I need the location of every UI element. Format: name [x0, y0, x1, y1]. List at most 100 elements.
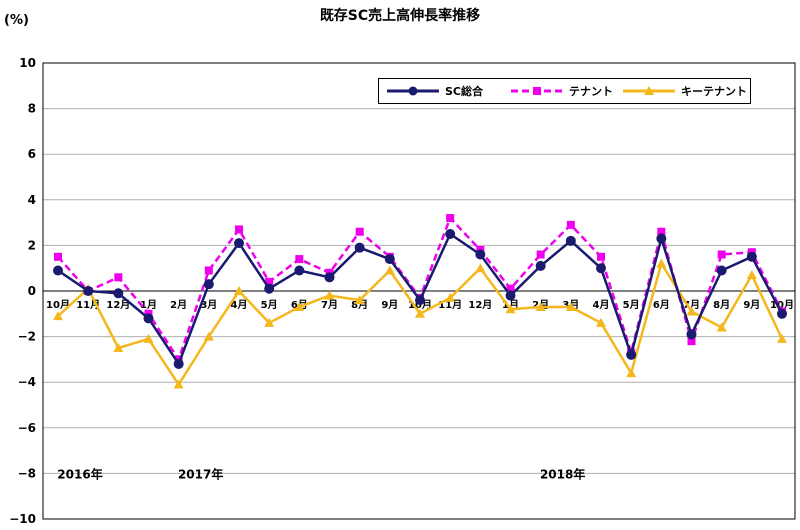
- data-point-sc-total: [415, 295, 425, 306]
- x-tick-label: 12月: [106, 299, 130, 311]
- data-point-sc-total: [626, 349, 637, 360]
- data-point-tenant: [295, 255, 304, 264]
- data-point-tenant: [54, 252, 62, 261]
- data-point-key-tenant: [173, 379, 184, 389]
- data-point-sc-total: [264, 283, 275, 294]
- data-point-key-tenant: [384, 265, 395, 275]
- data-point-sc-total: [656, 233, 667, 244]
- data-point-key-tenant: [445, 292, 456, 302]
- x-tick-label: 12月: [468, 299, 492, 311]
- x-tick-label: 8月: [351, 299, 368, 311]
- data-point-sc-total: [475, 249, 486, 260]
- data-point-key-tenant: [535, 301, 546, 311]
- data-point-key-tenant: [716, 322, 727, 332]
- data-point-key-tenant: [264, 317, 275, 327]
- x-tick-label: 8月: [713, 299, 730, 311]
- data-point-key-tenant: [475, 263, 486, 273]
- data-point-key-tenant: [354, 295, 365, 305]
- data-point-key-tenant: [53, 311, 63, 321]
- data-point-key-tenant: [565, 301, 576, 311]
- data-point-key-tenant: [324, 290, 335, 300]
- data-point-tenant: [717, 250, 726, 259]
- data-point-key-tenant: [234, 286, 244, 295]
- legend-swatch-sc-total: [387, 86, 439, 96]
- legend-label-tenant: テナント: [569, 85, 613, 98]
- data-point-sc-total: [53, 265, 63, 276]
- data-point-key-tenant: [626, 368, 637, 378]
- x-tick-label: 7月: [683, 299, 700, 311]
- y-tick-label: 4: [28, 193, 36, 207]
- data-point-sc-total: [596, 263, 606, 274]
- series-line-2: [57, 262, 784, 386]
- legend-item-sc-total: SC総合: [385, 79, 505, 103]
- data-point-tenant: [506, 284, 515, 293]
- legend-swatch-tenant: [511, 87, 563, 95]
- data-point-sc-total: [173, 358, 184, 369]
- data-point-tenant: [536, 250, 545, 259]
- data-point-tenant: [204, 266, 213, 275]
- data-point-key-tenant: [113, 343, 124, 352]
- y-tick-label: 6: [28, 147, 36, 161]
- data-point-tenant: [265, 277, 274, 286]
- data-point-sc-total: [203, 279, 214, 290]
- data-point-sc-total: [505, 290, 516, 301]
- data-point-sc-total: [716, 265, 727, 276]
- year-label: 2018年: [540, 466, 585, 481]
- x-tick-label: 5月: [623, 299, 640, 311]
- x-tick-label: 4月: [231, 299, 248, 311]
- data-point-sc-total: [324, 272, 335, 283]
- y-tick-label: −4: [18, 375, 36, 389]
- legend-label-sc-total: SC総合: [445, 85, 483, 98]
- x-tick-label: 5月: [261, 299, 278, 311]
- y-axis-unit-label: (%): [4, 13, 29, 28]
- data-point-sc-total: [294, 265, 305, 276]
- x-tick-label: 6月: [653, 299, 670, 311]
- data-point-key-tenant: [294, 301, 305, 311]
- x-tick-label: 9月: [743, 299, 760, 311]
- legend-label-key-tenant: キーテナント: [681, 85, 747, 98]
- y-tick-label: 2: [28, 238, 36, 252]
- data-point-sc-total: [746, 251, 757, 262]
- legend-item-tenant: テナント: [509, 79, 619, 103]
- y-tick-label: −8: [18, 466, 36, 480]
- y-tick-label: −2: [18, 330, 36, 344]
- data-point-key-tenant: [596, 317, 606, 327]
- data-point-key-tenant: [143, 333, 154, 343]
- data-point-sc-total: [777, 308, 787, 319]
- chart-title: 既存SC売上高伸長率推移: [319, 8, 481, 24]
- data-point-tenant: [355, 227, 364, 236]
- data-point-sc-total: [686, 329, 697, 340]
- data-point-key-tenant: [777, 333, 787, 343]
- chart-legend: SC総合 テナント キーテナント: [378, 78, 751, 104]
- data-point-key-tenant: [746, 270, 757, 280]
- data-point-sc-total: [384, 254, 395, 265]
- data-point-sc-total: [445, 229, 456, 239]
- data-point-key-tenant: [505, 304, 516, 314]
- year-label: 2016年: [57, 466, 102, 481]
- y-tick-label: 10: [19, 56, 36, 70]
- x-tick-label: 1月: [140, 299, 157, 311]
- y-tick-label: −6: [18, 421, 36, 435]
- y-tick-label: 8: [28, 102, 36, 116]
- x-tick-label: 10月: [46, 299, 70, 311]
- data-point-tenant: [597, 252, 605, 261]
- x-tick-label: 3月: [200, 299, 217, 311]
- data-point-key-tenant: [686, 306, 697, 316]
- data-point-tenant: [114, 273, 123, 282]
- x-tick-label: 9月: [381, 299, 398, 311]
- y-tick-label: −10: [9, 512, 36, 526]
- data-point-key-tenant: [203, 331, 214, 341]
- plot-area-border: [42, 62, 796, 520]
- data-point-tenant: [687, 337, 696, 346]
- data-point-key-tenant: [656, 258, 667, 268]
- data-point-sc-total: [535, 260, 546, 271]
- data-point-key-tenant: [415, 308, 425, 318]
- data-point-sc-total: [565, 235, 576, 246]
- data-point-sc-total: [113, 288, 124, 299]
- data-point-sc-total: [83, 286, 94, 296]
- data-point-tenant: [657, 227, 666, 236]
- data-point-tenant: [235, 225, 243, 234]
- legend-swatch-key-tenant: [623, 86, 675, 95]
- data-point-tenant: [566, 220, 575, 229]
